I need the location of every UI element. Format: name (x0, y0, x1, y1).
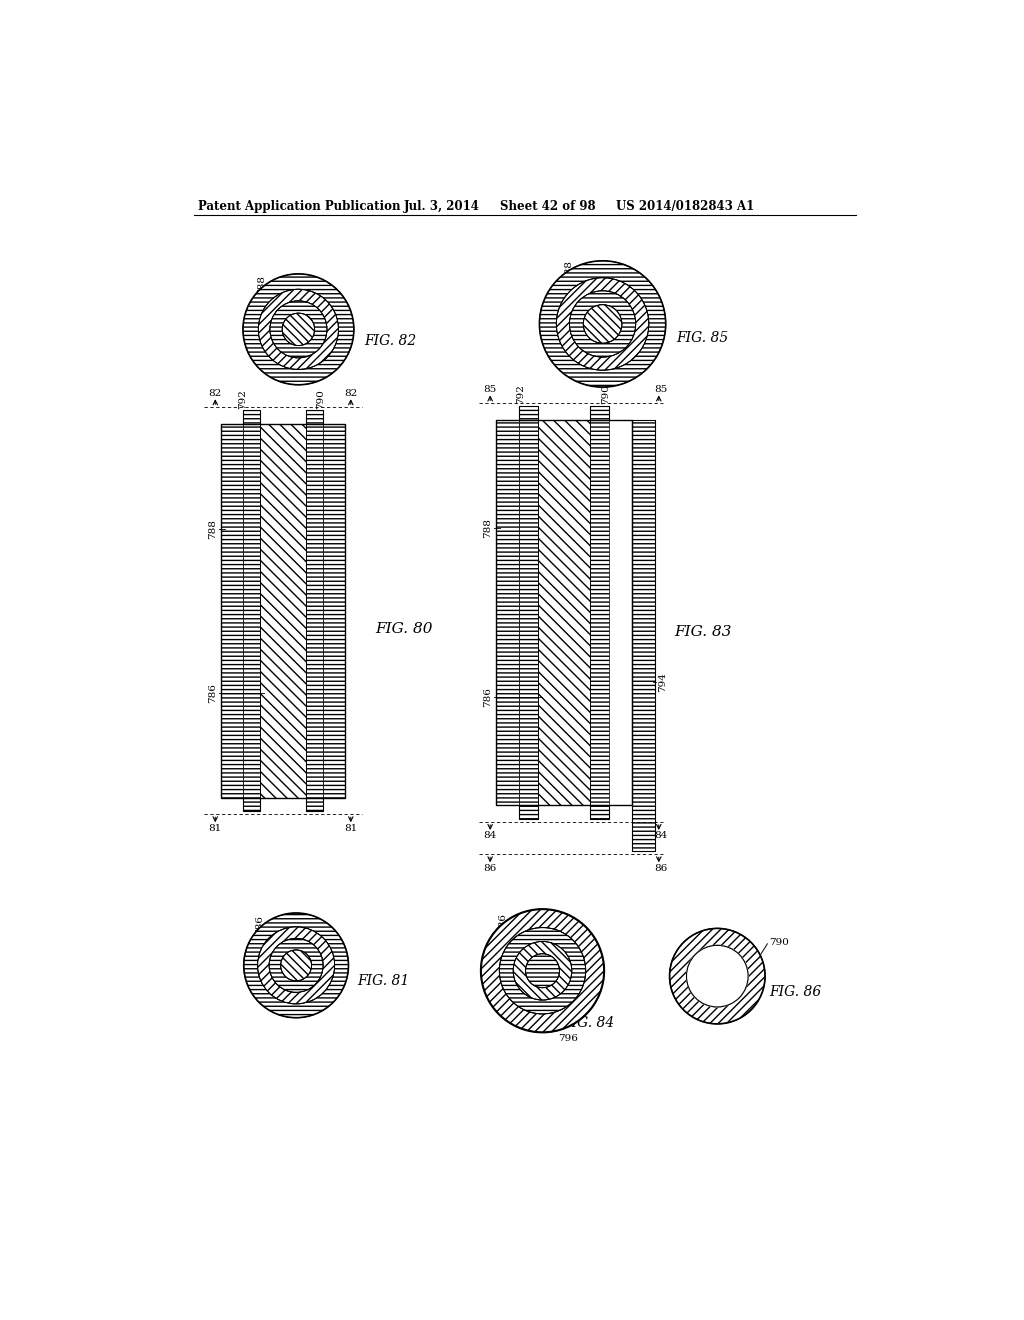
Bar (497, 420, 519, 805)
Wedge shape (584, 305, 622, 343)
Wedge shape (540, 261, 666, 387)
Text: 82: 82 (209, 389, 222, 397)
Text: Jul. 3, 2014: Jul. 3, 2014 (403, 199, 480, 213)
Text: FIG. 84: FIG. 84 (562, 1016, 614, 1030)
Bar (243, 411, 260, 424)
Text: 84: 84 (483, 832, 497, 841)
Bar (306, 411, 323, 424)
Bar (519, 805, 538, 818)
Text: FIG. 82: FIG. 82 (364, 334, 416, 348)
Text: 786: 786 (498, 913, 507, 933)
Circle shape (244, 913, 348, 1018)
Wedge shape (270, 301, 327, 358)
Wedge shape (269, 939, 323, 993)
Bar (306, 797, 323, 812)
Circle shape (686, 945, 749, 1007)
Bar (519, 420, 538, 805)
Circle shape (540, 261, 666, 387)
Bar (519, 805, 538, 818)
Bar (221, 424, 345, 797)
Wedge shape (670, 928, 765, 1024)
Text: 794: 794 (658, 672, 667, 692)
Text: 788: 788 (564, 260, 573, 280)
Text: FIG. 86: FIG. 86 (770, 985, 822, 998)
Bar (590, 805, 608, 818)
Text: 81: 81 (344, 824, 357, 833)
Bar (260, 424, 306, 797)
Bar (243, 797, 260, 812)
Text: 85: 85 (483, 385, 497, 393)
Bar (590, 407, 608, 420)
Wedge shape (525, 954, 559, 987)
Text: FIG. 85: FIG. 85 (676, 331, 728, 345)
Bar (323, 424, 345, 797)
Text: 792: 792 (516, 384, 524, 404)
Wedge shape (244, 913, 348, 1018)
Bar (632, 420, 655, 851)
Text: 85: 85 (654, 385, 668, 393)
Text: FIG. 80: FIG. 80 (376, 623, 433, 636)
Text: 81: 81 (209, 824, 222, 833)
Wedge shape (243, 275, 354, 385)
Bar (243, 411, 260, 424)
Circle shape (481, 909, 604, 1032)
Bar (497, 420, 632, 805)
Wedge shape (258, 289, 339, 370)
Text: US 2014/0182843 A1: US 2014/0182843 A1 (615, 199, 754, 213)
Bar (590, 805, 608, 818)
Wedge shape (569, 290, 636, 358)
Text: 792: 792 (239, 389, 248, 409)
Wedge shape (283, 313, 314, 346)
Text: Sheet 42 of 98: Sheet 42 of 98 (500, 199, 596, 213)
Text: 790: 790 (316, 389, 326, 409)
Wedge shape (281, 950, 311, 981)
Wedge shape (556, 277, 649, 370)
Bar (221, 424, 243, 797)
Circle shape (243, 275, 354, 385)
Text: 790: 790 (769, 937, 788, 946)
Text: 786: 786 (482, 688, 492, 708)
Circle shape (670, 928, 765, 1024)
Bar (306, 411, 323, 424)
Text: 788: 788 (257, 275, 266, 294)
Text: 790: 790 (601, 384, 610, 404)
Text: 84: 84 (654, 832, 668, 841)
Wedge shape (481, 909, 604, 1032)
Text: 786: 786 (255, 915, 264, 936)
Bar (590, 407, 608, 420)
Text: 86: 86 (654, 863, 668, 873)
Text: 796: 796 (558, 1034, 578, 1043)
Bar (519, 407, 538, 420)
Text: 788: 788 (208, 519, 217, 539)
Text: Patent Application Publication: Patent Application Publication (199, 199, 400, 213)
Bar (243, 797, 260, 812)
Text: 788: 788 (482, 517, 492, 539)
Text: FIG. 83: FIG. 83 (674, 624, 732, 639)
Text: FIG. 81: FIG. 81 (357, 974, 410, 987)
Wedge shape (513, 941, 571, 1001)
Bar (306, 424, 323, 797)
Bar (538, 420, 590, 805)
Bar (243, 424, 260, 797)
Bar (590, 420, 608, 805)
Text: 786: 786 (208, 682, 217, 702)
Bar (519, 407, 538, 420)
Bar (306, 797, 323, 812)
Bar (632, 420, 655, 851)
Text: 82: 82 (344, 389, 357, 397)
Bar (632, 420, 655, 805)
Wedge shape (258, 927, 335, 1003)
Wedge shape (500, 928, 586, 1014)
Text: 86: 86 (483, 863, 497, 873)
